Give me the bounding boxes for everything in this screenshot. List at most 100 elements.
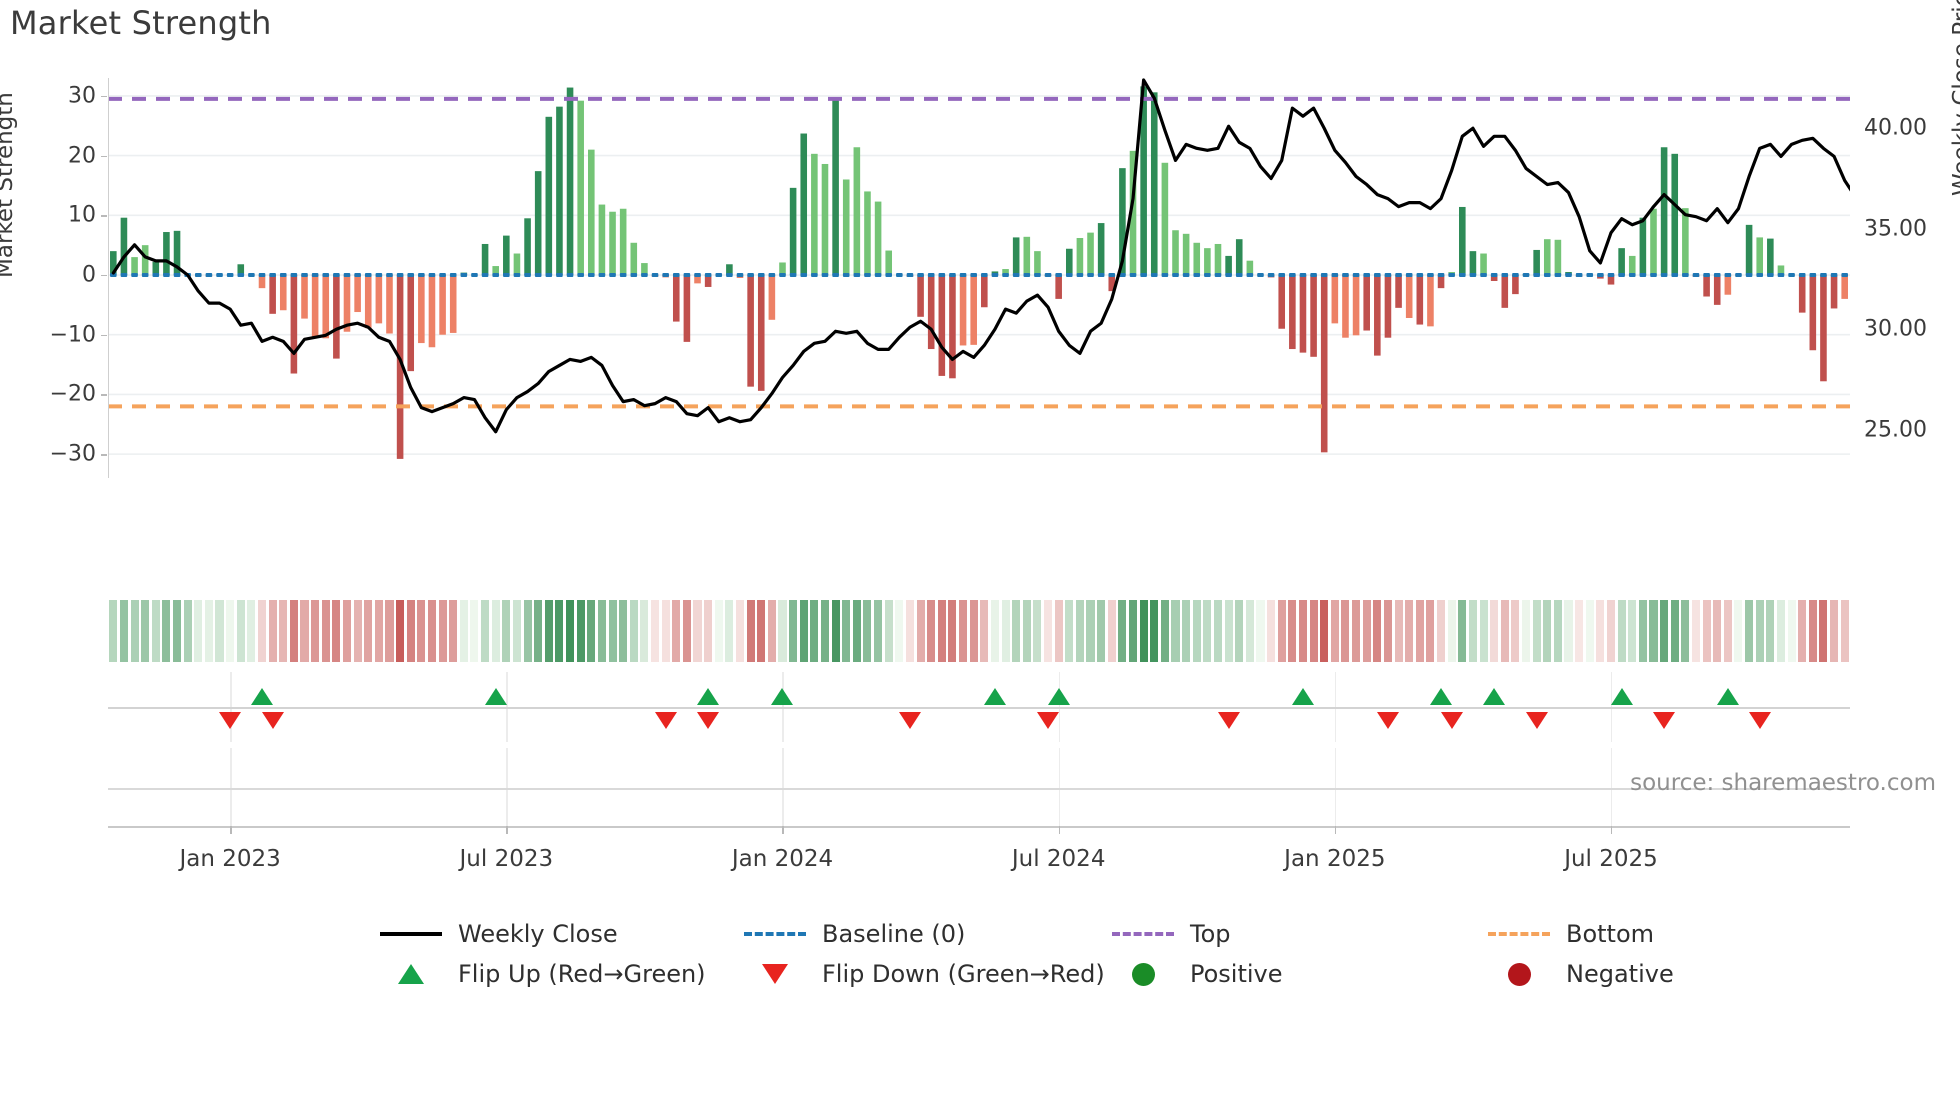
strength-bar — [428, 275, 436, 348]
baseline-segment — [1310, 273, 1317, 278]
y-axis-left-tickmark — [101, 275, 107, 277]
strength-bar — [1543, 239, 1551, 276]
heatmap-cell — [247, 600, 256, 662]
heatmap-cell — [502, 600, 511, 662]
legend-item[interactable]: Positive — [1110, 960, 1283, 988]
heatmap-cell — [608, 600, 617, 662]
legend-item[interactable]: Flip Down (Green→Red) — [742, 960, 1105, 988]
baseline-segment — [1384, 273, 1392, 278]
heatmap-cell — [1256, 600, 1265, 662]
strength-bar — [1289, 275, 1296, 350]
baseline-segment — [131, 273, 138, 278]
page-title: Market Strength — [10, 4, 272, 42]
legend-item[interactable]: Flip Up (Red→Green) — [378, 960, 706, 988]
strength-bar — [800, 133, 808, 276]
legend-item[interactable]: Baseline (0) — [742, 920, 965, 948]
strength-heatmap-strip — [108, 600, 1850, 662]
baseline-segment — [173, 273, 181, 278]
x-axis-tickmark — [1611, 826, 1613, 834]
heatmap-cell — [1086, 600, 1095, 662]
baseline-segment — [492, 273, 499, 278]
flip-up-marker — [697, 688, 720, 705]
baseline-segment — [1543, 273, 1551, 278]
heatmap-cell — [852, 600, 861, 662]
heatmap-cell — [1521, 600, 1531, 662]
baseline-segment — [991, 273, 999, 278]
strength-bar — [1607, 275, 1615, 285]
heatmap-cell — [959, 600, 968, 662]
plot-canvas — [108, 78, 1850, 459]
baseline-segment — [1055, 273, 1062, 278]
y-axis-left-tick: −10 — [49, 322, 96, 348]
x-axis-tick-label: Jan 2024 — [731, 846, 834, 872]
strength-bar — [1119, 168, 1126, 276]
strength-bar — [1193, 242, 1201, 276]
baseline-segment — [120, 273, 128, 278]
x-axis-tickmark — [1058, 826, 1061, 834]
baseline-segment — [1204, 273, 1211, 278]
strength-bar — [492, 266, 499, 276]
legend-item[interactable]: Negative — [1486, 960, 1674, 988]
strength-bar — [1395, 275, 1402, 308]
triangle-up-icon — [398, 964, 424, 984]
strength-bar — [1034, 251, 1041, 276]
heatmap-cell — [1160, 600, 1169, 662]
baseline-segment — [1533, 273, 1540, 278]
baseline-segment — [1713, 273, 1721, 278]
heatmap-cell — [481, 600, 490, 662]
baseline-segment — [1724, 273, 1732, 278]
baseline-segment — [981, 273, 988, 278]
legend-item-label: Positive — [1190, 960, 1283, 988]
baseline-segment — [237, 273, 245, 278]
y-axis-left-tickmark — [101, 334, 107, 337]
strength-bar — [1150, 92, 1158, 276]
strength-bar — [1618, 248, 1625, 276]
strength-bar — [598, 204, 606, 276]
legend-item[interactable]: Bottom — [1486, 920, 1654, 948]
panel-gridline — [506, 748, 508, 826]
legend-item[interactable]: Top — [1110, 920, 1231, 948]
strength-bar — [1331, 275, 1339, 324]
baseline-segment — [768, 273, 776, 278]
baseline-segment — [311, 273, 319, 278]
strength-bar — [545, 116, 553, 276]
legend-swatch-dot — [1110, 962, 1176, 986]
heatmap-cell — [141, 600, 150, 662]
strength-bar — [290, 275, 298, 374]
heatmap-cell — [1298, 600, 1307, 662]
flip-up-marker — [771, 688, 794, 705]
legend-item[interactable]: Weekly Close — [378, 920, 618, 948]
strength-bar — [1310, 275, 1317, 357]
heatmap-cell — [544, 600, 553, 662]
heatmap-cell — [629, 600, 638, 662]
baseline-segment — [757, 273, 765, 278]
baseline-segment — [513, 273, 521, 278]
heatmap-cell — [183, 600, 192, 662]
baseline-segment — [832, 273, 839, 278]
baseline-segment — [1002, 273, 1009, 278]
baseline-segment — [1374, 273, 1381, 278]
baseline-segment — [216, 273, 223, 278]
strength-bar — [110, 251, 117, 276]
baseline-segment — [1628, 273, 1636, 278]
strength-bar — [864, 191, 871, 276]
strength-bar — [513, 253, 521, 276]
heatmap-cell — [1245, 600, 1254, 662]
baseline-segment — [1342, 273, 1349, 278]
chart-legend: Weekly Close Baseline (0) Top Bottom Flip U… — [0, 920, 1960, 1000]
heatmap-cell — [1681, 600, 1690, 662]
x-axis-tick-label: Jan 2023 — [179, 846, 281, 872]
baseline-segment — [1299, 273, 1307, 278]
heatmap-cell — [1745, 600, 1754, 662]
strength-bar — [396, 275, 404, 459]
x-axis-tick-label: Jul 2025 — [1564, 846, 1658, 872]
baseline-segment — [1076, 273, 1084, 278]
main-plot-area — [108, 78, 1850, 478]
baseline-segment — [662, 273, 669, 278]
panel-gridline — [230, 748, 232, 826]
strength-bar — [1554, 239, 1562, 276]
heatmap-cell — [587, 600, 596, 662]
baseline-segment — [1639, 273, 1647, 278]
heatmap-cell — [1235, 600, 1244, 662]
strength-bar — [152, 261, 160, 276]
